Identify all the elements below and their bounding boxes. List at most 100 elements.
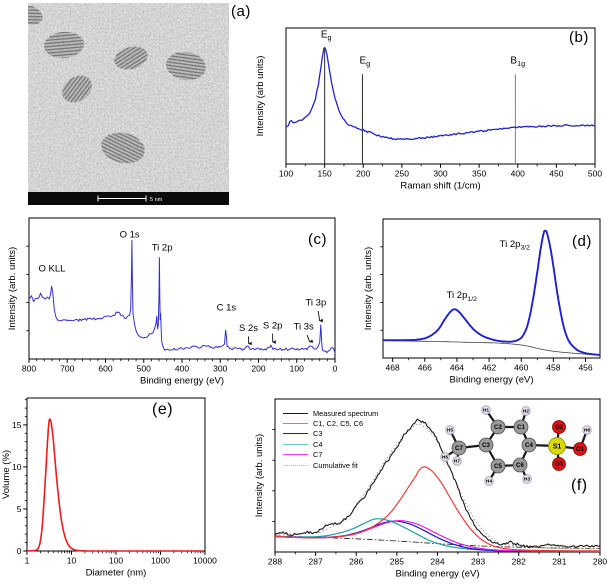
annotation: O KLL <box>38 264 65 275</box>
legend-line-sample <box>283 423 308 425</box>
annotation: S 2p <box>263 321 283 332</box>
legend-label: Cumulative fit <box>313 460 358 470</box>
svg-text:1: 1 <box>25 556 30 566</box>
y-axis-label-f: Intensity (arb. units) <box>254 434 265 517</box>
series-measured <box>274 418 601 549</box>
legend-line-sample <box>283 454 308 456</box>
atom-C7 <box>451 440 467 456</box>
panel-c: 800 700 600 500 400 300 200 100 0 Binding energy … <box>7 217 338 387</box>
atom-H8 <box>582 425 592 435</box>
atom-H4 <box>484 476 494 486</box>
atom-label-S1: S1 <box>553 444 562 451</box>
svg-text:700: 700 <box>60 364 74 374</box>
legend-line-sample <box>283 412 308 414</box>
svg-text:200: 200 <box>251 364 265 374</box>
svg-text:462: 462 <box>482 363 496 373</box>
atom-C5 <box>490 458 506 474</box>
svg-text:284: 284 <box>430 557 444 567</box>
nanoparticle <box>28 5 43 25</box>
panel-label-a: (a) <box>231 3 251 20</box>
svg-text:1000: 1000 <box>151 556 170 566</box>
panel-label-c: (c) <box>308 231 327 248</box>
nanoparticle <box>44 31 84 59</box>
annotation: Ti 3s <box>294 321 314 332</box>
svg-text:300: 300 <box>213 364 227 374</box>
svg-text:10: 10 <box>12 462 22 472</box>
legend-item: Measured spectrum <box>283 408 378 418</box>
svg-text:286: 286 <box>349 557 363 567</box>
svg-text:800: 800 <box>22 364 36 374</box>
y-axis-label-e: Volume (%) <box>1 450 12 499</box>
annotation: C 1s <box>217 302 237 313</box>
svg-text:0: 0 <box>17 546 22 556</box>
y-axis-label-b: Intensity (arb units) <box>255 56 266 137</box>
atom-label-H5: H5 <box>447 428 453 434</box>
annotation: Ti 2p3/2 <box>500 239 530 252</box>
panel-f: 288 287 286 285 284 283 282 281 280 Binding energ… <box>254 398 607 580</box>
svg-text:100: 100 <box>290 364 304 374</box>
atom-C2 <box>490 419 506 435</box>
atom-H6 <box>440 452 450 462</box>
x-axis-label-f: Binding energy (eV) <box>396 569 480 580</box>
annotation: Eg <box>359 55 370 68</box>
legend-item: C4 <box>283 439 378 449</box>
atom-label-O2: O2 <box>555 425 564 431</box>
y-axis-label-c: Intensity (arb. units) <box>7 247 18 330</box>
annotation: Ti 3p <box>305 297 326 308</box>
atom-label-C4: C4 <box>525 442 533 449</box>
atom-H1 <box>481 405 491 415</box>
nanoparticle <box>62 75 92 103</box>
nanoparticle <box>166 51 206 81</box>
svg-text:15: 15 <box>12 420 22 430</box>
series-Ti 2p fit <box>383 229 601 356</box>
tem-image: 5 nm <box>28 3 229 205</box>
atom-label-H8: H8 <box>584 428 590 434</box>
atom-H2 <box>521 406 531 416</box>
series-C4 <box>275 518 600 552</box>
series-volume <box>26 418 203 552</box>
legend-item: C7 <box>283 450 378 460</box>
panel-label-f: (f) <box>571 477 588 494</box>
atom-H3 <box>522 474 532 484</box>
atom-H5 <box>445 425 455 435</box>
svg-text:150: 150 <box>318 169 332 179</box>
nanoparticles <box>28 5 206 164</box>
svg-text:500: 500 <box>137 364 151 374</box>
atom-C3 <box>478 437 494 453</box>
svg-text:300: 300 <box>433 169 447 179</box>
atom-label-O1: O1 <box>576 447 585 453</box>
svg-text:287: 287 <box>309 557 323 567</box>
atom-label-C5: C5 <box>494 463 502 470</box>
svg-text:10000: 10000 <box>193 556 217 566</box>
series-C1 C2 C5 C6 <box>274 466 600 552</box>
svg-text:100: 100 <box>109 556 123 566</box>
atom-label-C3: C3 <box>482 442 490 449</box>
svg-text:460: 460 <box>514 363 528 373</box>
atom-label-C2: C2 <box>494 424 502 431</box>
atom-H7 <box>452 456 462 466</box>
nanoparticle <box>114 46 148 70</box>
atom-label-C7: C7 <box>455 445 463 452</box>
annotation: Ti 2p <box>152 242 173 253</box>
svg-text:0: 0 <box>333 364 338 374</box>
scalebar <box>97 195 147 202</box>
panel-label-e: (e) <box>152 401 174 418</box>
legend-label: C1, C2, C5, C6 <box>313 419 364 429</box>
atom-O2 <box>552 420 566 434</box>
atom-O1 <box>573 442 587 456</box>
svg-text:468: 468 <box>386 363 400 373</box>
panel-e: 1 10 100 1000 10000 0 5 10 15 Diameter (nm) Volume… <box>1 397 217 579</box>
svg-text:5: 5 <box>17 504 22 514</box>
panel-d: 468 466 464 462 460 458 456 Binding energy (eV)… <box>363 218 601 386</box>
panel-b: 100 150 200 250 300 350 400 450 500 Raman shift (… <box>255 27 602 192</box>
svg-text:280: 280 <box>593 557 607 567</box>
annotation: Ti 2p1/2 <box>447 290 477 303</box>
x-axis-label-e: Diameter (nm) <box>86 568 147 579</box>
atom-label-H6: H6 <box>442 455 448 461</box>
legend-line-sample <box>283 464 308 466</box>
atom-label-C6: C6 <box>516 462 524 469</box>
svg-text:283: 283 <box>471 557 485 567</box>
panel-label-b: (b) <box>569 29 589 46</box>
svg-text:456: 456 <box>578 363 592 373</box>
